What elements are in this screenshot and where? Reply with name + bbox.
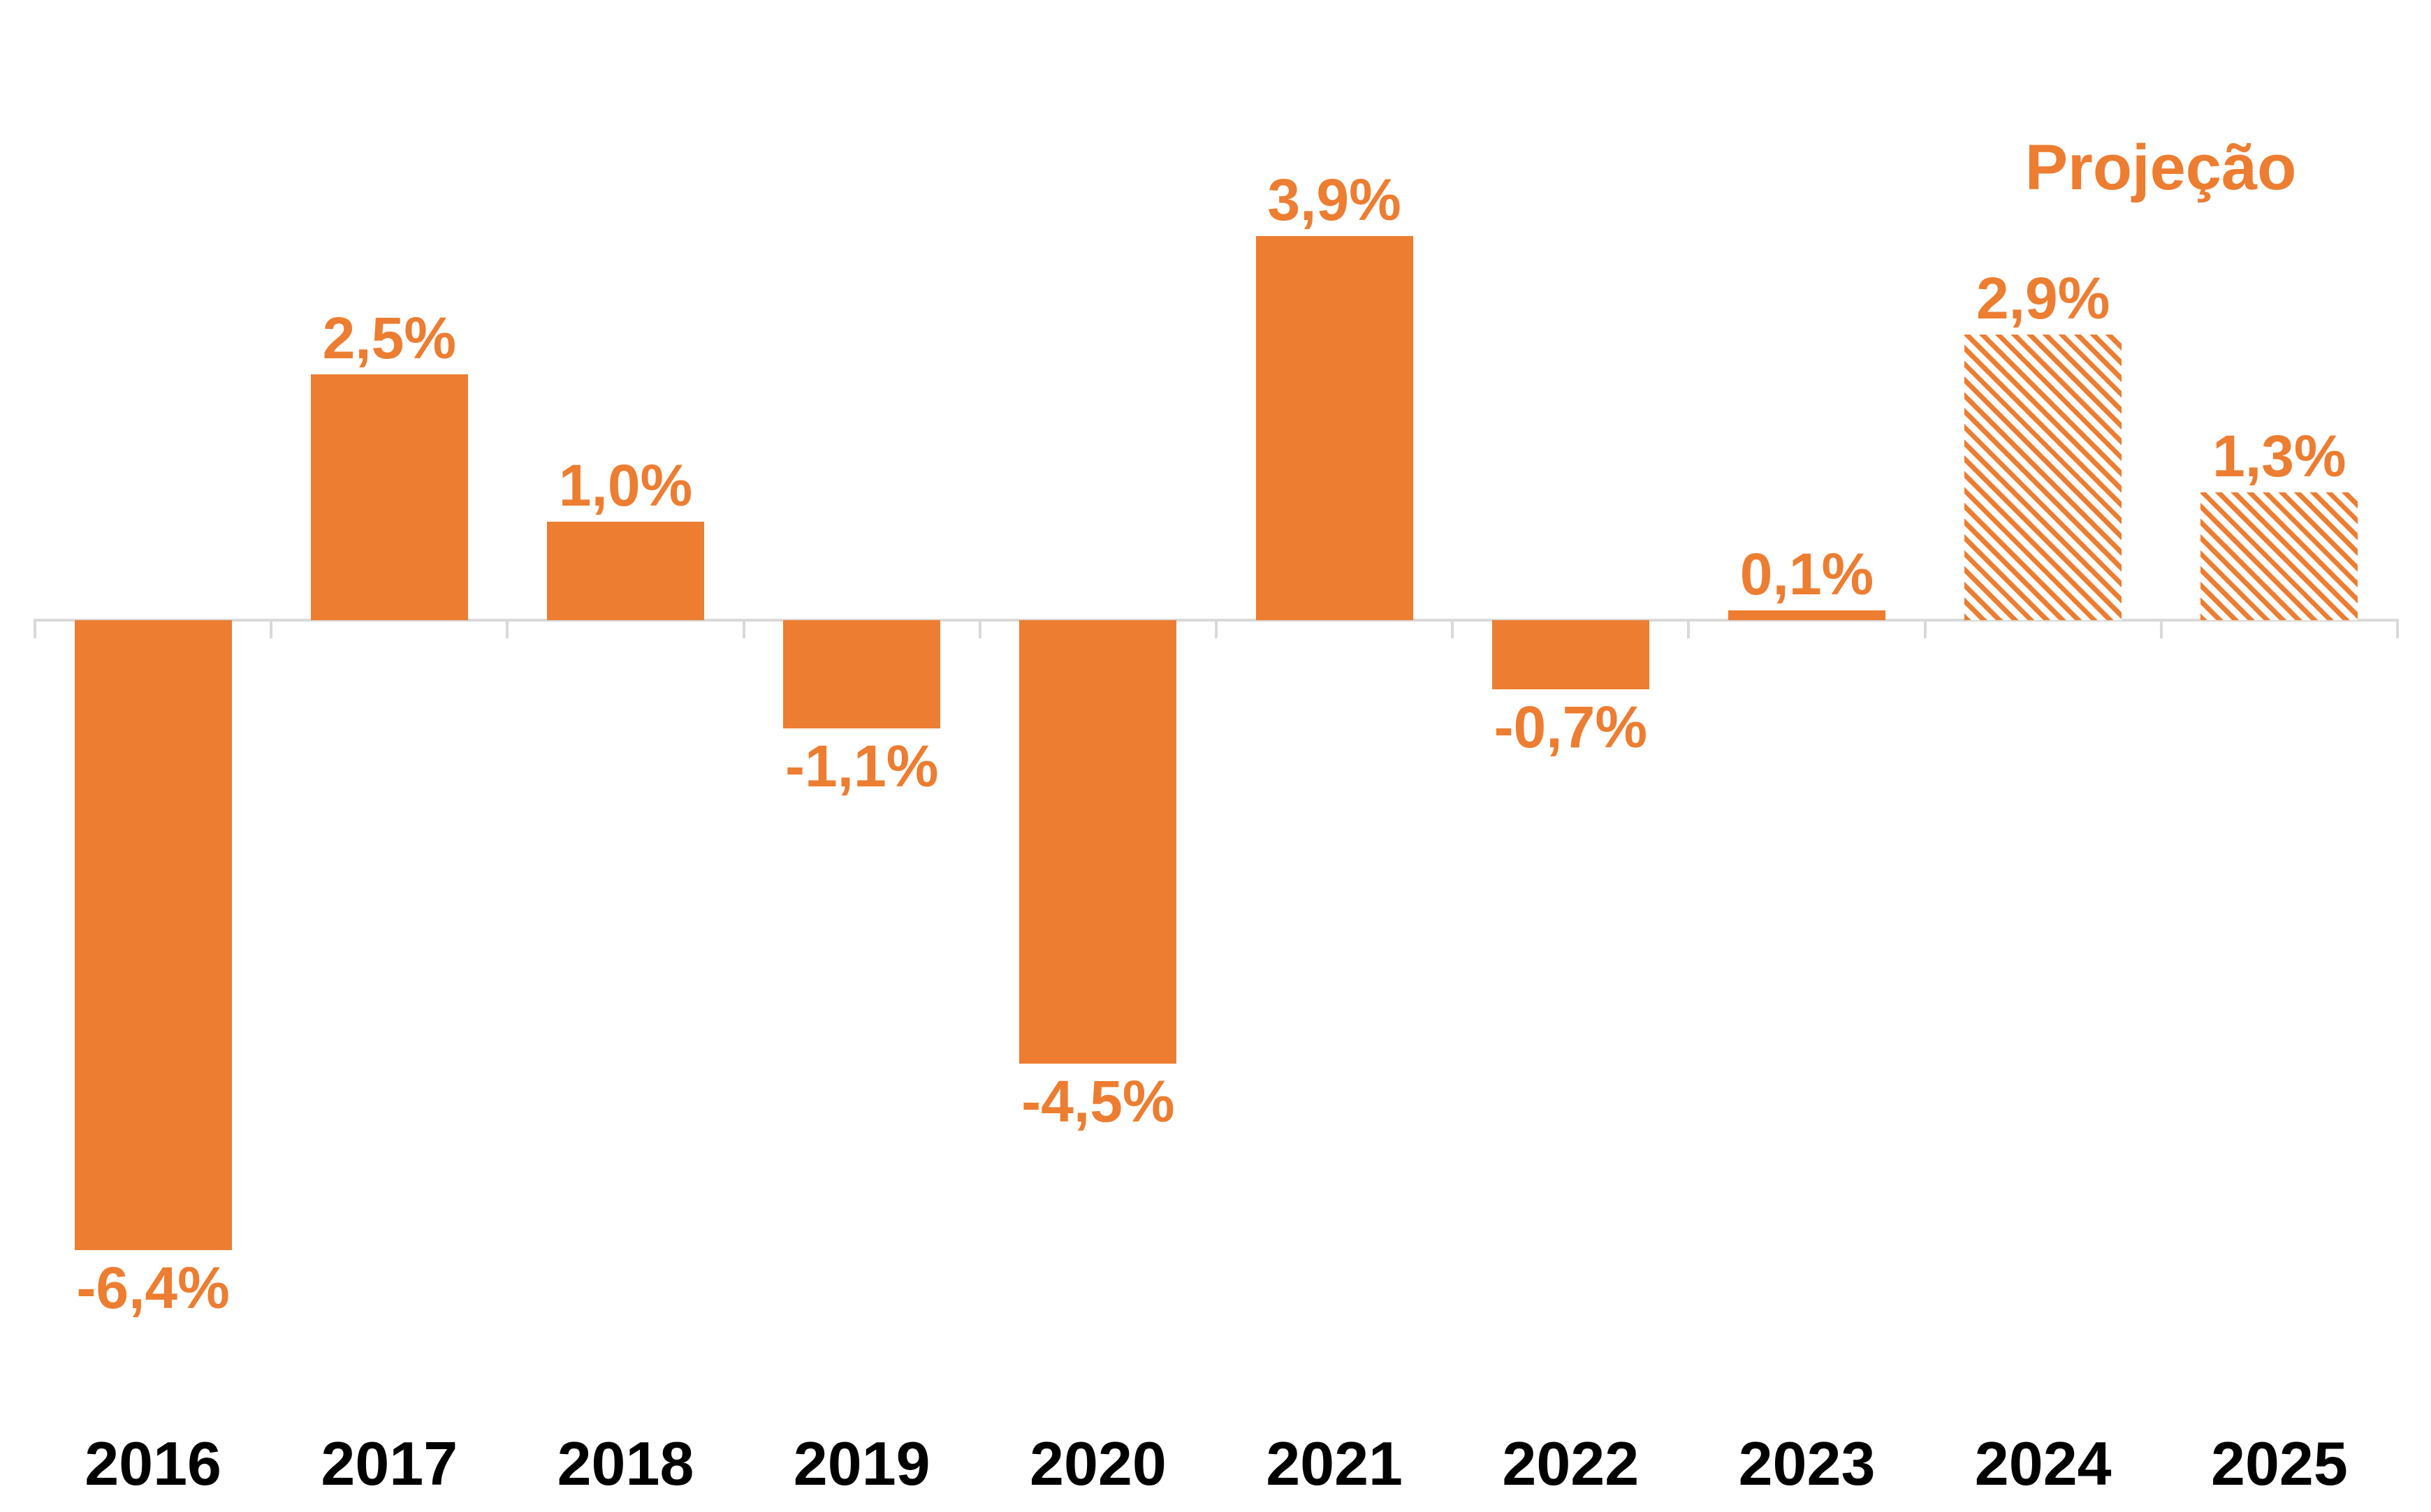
x-axis-tick xyxy=(1923,619,1927,638)
bar-2025 xyxy=(2200,492,2358,620)
bar-2016 xyxy=(74,620,232,1251)
x-axis-tick xyxy=(2159,619,2163,638)
x-axis-tick xyxy=(1215,619,1218,638)
category-label-2019: 2019 xyxy=(793,1429,930,1498)
value-label-2022: -0,7% xyxy=(1494,693,1648,760)
x-axis-tick xyxy=(2396,619,2399,638)
x-axis-tick xyxy=(34,619,36,638)
value-label-2023: 0,1% xyxy=(1739,541,1874,607)
projection-annotation: Projeção xyxy=(2024,132,2297,203)
value-label-2021: 3,9% xyxy=(1267,167,1401,233)
category-label-2016: 2016 xyxy=(85,1429,221,1498)
category-label-2020: 2020 xyxy=(1030,1429,1167,1498)
value-label-2018: 1,0% xyxy=(558,453,693,518)
x-axis-tick xyxy=(270,619,273,638)
bar-2022 xyxy=(1491,620,1649,689)
category-label-2024: 2024 xyxy=(1974,1429,2112,1498)
bar-2019 xyxy=(783,620,941,729)
x-axis-tick xyxy=(1451,619,1454,638)
bar-2024 xyxy=(1964,335,2122,620)
value-label-2020: -4,5% xyxy=(1021,1068,1175,1134)
value-label-2025: 1,3% xyxy=(2212,423,2346,489)
category-label-2025: 2025 xyxy=(2211,1429,2348,1498)
value-label-2016: -6,4% xyxy=(76,1255,230,1321)
category-label-2023: 2023 xyxy=(1738,1429,1876,1498)
value-label-2017: 2,5% xyxy=(322,304,457,371)
bar-2021 xyxy=(1255,236,1413,620)
value-label-2024: 2,9% xyxy=(1976,265,2110,332)
value-label-2019: -1,1% xyxy=(784,733,939,800)
x-axis-tick xyxy=(742,619,745,638)
x-axis-tick xyxy=(506,619,509,638)
category-label-2017: 2017 xyxy=(321,1429,458,1498)
x-axis-tick xyxy=(978,619,981,638)
x-axis-tick xyxy=(1687,619,1691,638)
category-label-2018: 2018 xyxy=(557,1429,694,1498)
bar-2020 xyxy=(1019,620,1177,1064)
category-label-2021: 2021 xyxy=(1266,1429,1403,1498)
bar-2017 xyxy=(310,374,468,620)
bar-2023 xyxy=(1728,610,1885,620)
category-label-2022: 2022 xyxy=(1502,1429,1640,1498)
bar-2018 xyxy=(547,522,704,620)
